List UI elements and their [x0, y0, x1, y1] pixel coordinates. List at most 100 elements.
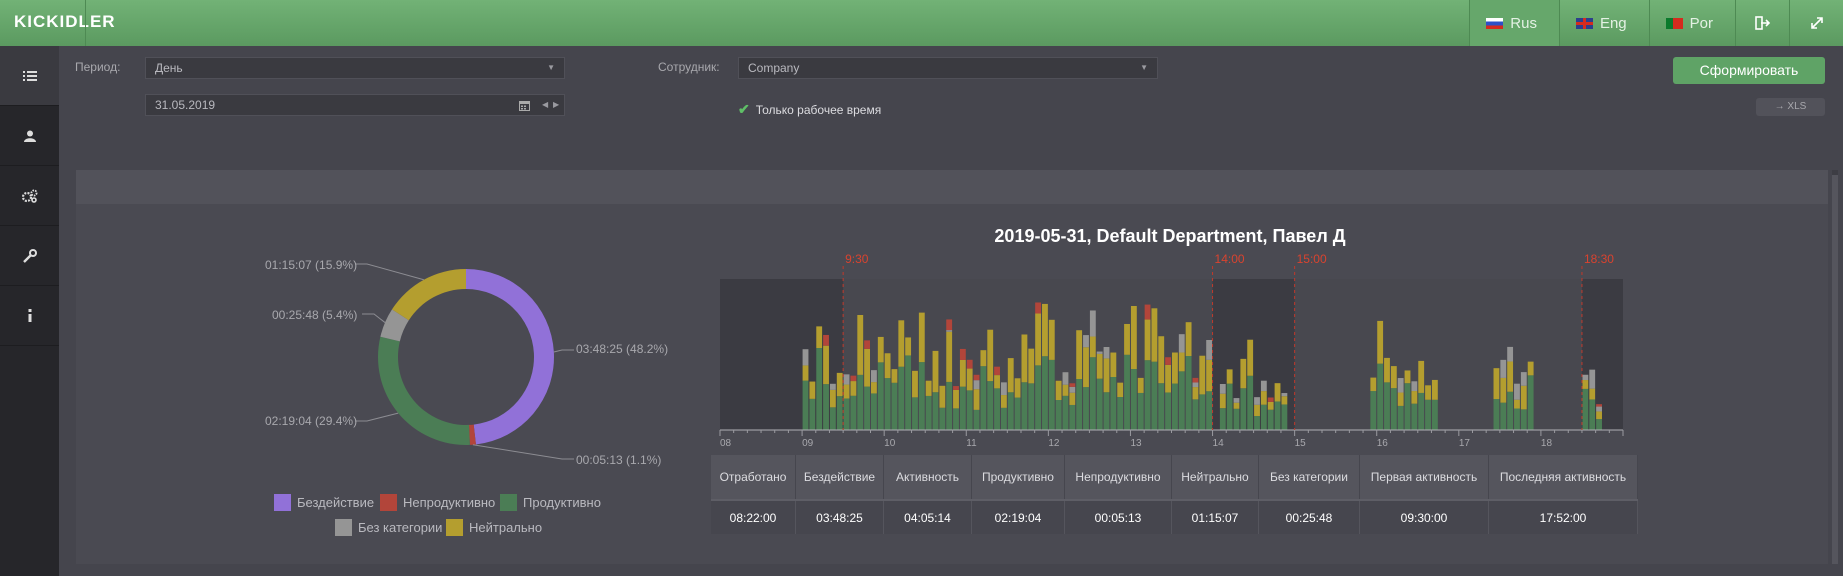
x-axis-tick-label: 15 [1295, 438, 1307, 449]
activity-bar [1103, 347, 1110, 359]
activity-bar [1514, 383, 1520, 400]
summary-table: Отработано Бездействие Активность Продук… [711, 455, 1638, 534]
activity-bar [1110, 352, 1117, 378]
export-xls-button[interactable]: → XLS [1756, 98, 1825, 116]
activity-bar [1233, 398, 1240, 403]
activity-bar [1219, 393, 1226, 409]
generate-report-button[interactable]: Сформировать [1673, 57, 1825, 84]
activity-bar [1500, 377, 1507, 403]
date-input-value: 31.05.2019 [155, 98, 216, 112]
activity-bar [1158, 383, 1165, 430]
activity-bar [966, 359, 973, 369]
fullscreen-button[interactable] [1789, 0, 1843, 46]
activity-bar [994, 388, 1000, 430]
portugal-flag-icon [1665, 17, 1683, 29]
work-time-label: Только рабочее время [755, 102, 882, 117]
activity-bar [857, 374, 864, 430]
offhours-shade [1581, 279, 1623, 430]
activity-bar [1117, 382, 1124, 398]
activity-bar [1076, 379, 1083, 430]
activity-bar [1254, 416, 1260, 430]
activity-bar [1240, 388, 1247, 430]
lang-por-button[interactable]: Por [1648, 0, 1735, 46]
lang-eng-button[interactable]: Eng [1558, 0, 1649, 46]
activity-bar [1130, 305, 1137, 370]
period-select[interactable]: День ▼ [145, 57, 565, 79]
activity-bar [1254, 404, 1260, 417]
logout-button[interactable] [1735, 0, 1789, 46]
sidebar-item-tools[interactable] [0, 226, 59, 286]
activity-bar [1103, 392, 1110, 430]
val-last-activity: 17:52:00 [1488, 499, 1638, 534]
activity-bar [829, 383, 836, 390]
sidebar-item-info[interactable] [0, 286, 59, 346]
activity-bar [1165, 392, 1171, 430]
activity-bar [1130, 369, 1137, 430]
activity-bar [1377, 363, 1384, 430]
activity-bar [973, 374, 980, 381]
activity-bar [1185, 322, 1192, 357]
activity-bar [1281, 393, 1288, 397]
chart-title: 2019-05-31, Default Department, Павел Д [994, 226, 1346, 246]
pie-leader-line [553, 349, 574, 353]
activity-bar [809, 398, 816, 430]
activity-bar [1390, 388, 1397, 430]
calendar-icon[interactable] [519, 100, 530, 111]
activity-bar [1035, 365, 1042, 430]
time-marker-label: 15:00 [1297, 252, 1327, 266]
activity-bar [884, 378, 891, 430]
logo-divider [85, 0, 86, 46]
val-activity: 04:05:14 [883, 499, 972, 534]
activity-bar [1267, 401, 1274, 410]
activity-bar [994, 375, 1000, 389]
activity-bar [1425, 385, 1431, 400]
activity-bar [1096, 378, 1103, 430]
chevron-down-icon: ▼ [1140, 63, 1148, 72]
lang-eng-label: Eng [1599, 14, 1627, 32]
employee-select[interactable]: Company ▼ [738, 57, 1158, 79]
activity-bar [980, 366, 987, 430]
prev-day-icon[interactable]: ◀ [542, 100, 549, 109]
employee-label: Сотрудник: [658, 60, 720, 74]
activity-bar [864, 340, 870, 349]
sidebar-item-reports[interactable] [0, 46, 59, 106]
lang-rus-button[interactable]: Rus [1469, 0, 1559, 46]
legend-label: Непродуктивно [403, 495, 496, 510]
activity-bar [1370, 377, 1377, 392]
activity-bar [973, 409, 980, 430]
activity-bar [1083, 347, 1089, 388]
activity-bar [1267, 409, 1274, 430]
work-time-checkbox[interactable]: ✔ Только рабочее время [738, 101, 881, 118]
offhours-shade [1212, 279, 1295, 430]
activity-bar [1089, 310, 1096, 337]
x-axis-tick-label: 12 [1048, 438, 1060, 449]
activity-bar [1206, 339, 1213, 360]
sidebar-item-settings[interactable] [0, 166, 59, 226]
activity-bar [1281, 404, 1288, 430]
sidebar-item-employees[interactable] [0, 106, 59, 166]
activity-bar [1260, 380, 1267, 392]
activity-bar [802, 380, 809, 430]
date-input[interactable]: 31.05.2019 ◀ ▶ [145, 94, 565, 116]
activity-bar [843, 384, 850, 399]
activity-bar [946, 331, 953, 382]
activity-bar [1527, 361, 1534, 376]
activity-bar [966, 390, 973, 430]
activity-bar [1014, 397, 1021, 430]
time-marker-label: 14:00 [1215, 252, 1245, 266]
page-scrollbar-thumb[interactable] [1832, 175, 1838, 564]
activity-bar [1589, 369, 1596, 389]
activity-bar [898, 320, 905, 367]
activity-bar [1000, 382, 1007, 396]
activity-bar [1199, 394, 1206, 430]
next-day-icon[interactable]: ▶ [553, 100, 560, 109]
activity-bar [1192, 387, 1199, 400]
time-marker-label: 9:30 [845, 252, 869, 266]
activity-bar [1247, 339, 1254, 376]
legend-swatch [500, 494, 517, 511]
activity-bar [1069, 392, 1076, 405]
activity-bar [1007, 392, 1014, 430]
summary-value-row: 08:22:00 03:48:25 04:05:14 02:19:04 00:0… [711, 499, 1638, 534]
